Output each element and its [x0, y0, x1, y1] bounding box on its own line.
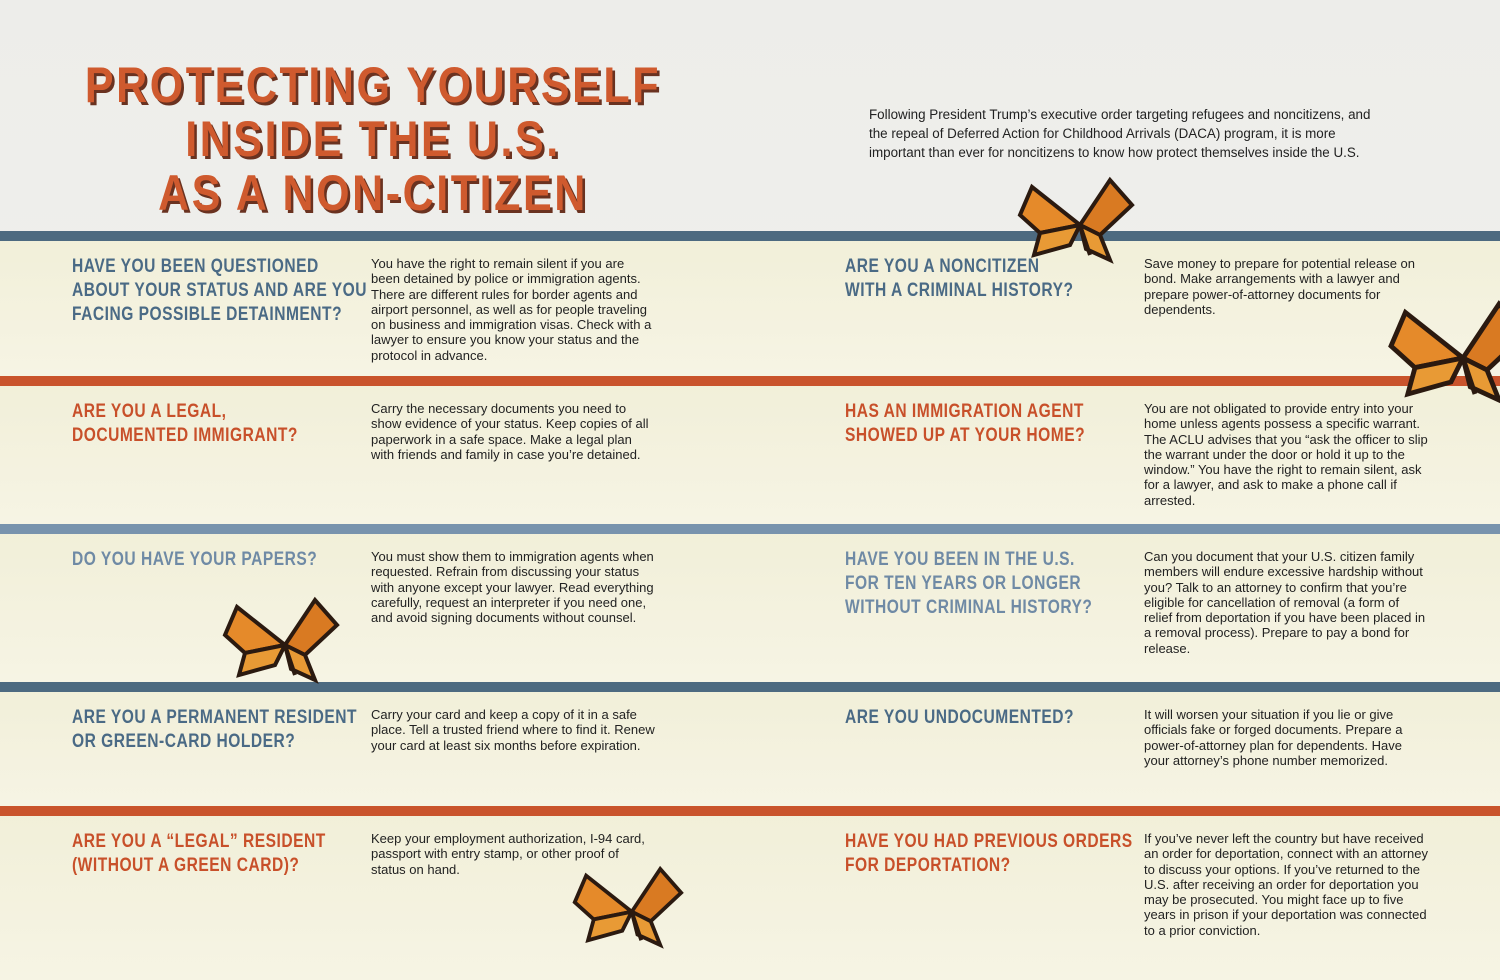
- question: HAVE YOU BEEN QUESTIONED: [72, 256, 319, 277]
- question: ABOUT YOUR STATUS AND ARE YOU: [72, 280, 368, 301]
- question: WITH A CRIMINAL HISTORY?: [845, 280, 1074, 301]
- question: HAVE YOU HAD PREVIOUS ORDERS: [845, 831, 1133, 852]
- butterfly: [1018, 178, 1134, 262]
- answer: Carry your card and keep a copy of it in…: [371, 707, 655, 753]
- answer: Save money to prepare for potential rele…: [1144, 256, 1416, 317]
- butterfly: [1385, 280, 1500, 436]
- band: [0, 231, 1500, 376]
- question: OR GREEN-CARD HOLDER?: [72, 731, 296, 752]
- answer: You must show them to immigration agents…: [371, 549, 654, 626]
- answer: You have the right to remain silent if y…: [371, 256, 652, 363]
- question: FACING POSSIBLE DETAINMENT?: [72, 304, 343, 325]
- band: [0, 376, 1500, 524]
- stripe: [0, 231, 1500, 241]
- question: ARE YOU UNDOCUMENTED?: [845, 707, 1075, 728]
- answer: You are not obligated to provide entry i…: [1144, 401, 1428, 508]
- question: FOR TEN YEARS OR LONGER: [845, 573, 1082, 594]
- stripe: [0, 806, 1500, 816]
- question: DO YOU HAVE YOUR PAPERS?: [72, 549, 318, 570]
- question: ARE YOU A NONCITIZEN: [845, 256, 1040, 277]
- stripe: [0, 376, 1500, 386]
- title-line: INSIDE THE U.S.: [185, 111, 561, 167]
- question: ARE YOU A LEGAL,: [72, 401, 227, 422]
- question: ARE YOU A PERMANENT RESIDENT: [72, 707, 358, 728]
- band: [0, 806, 1500, 980]
- answer: Can you document that your U.S. citizen …: [1144, 549, 1426, 656]
- question: DOCUMENTED IMMIGRANT?: [72, 425, 298, 446]
- answer: Keep your employment authorization, I-94…: [371, 831, 645, 877]
- question: FOR DEPORTATION?: [845, 855, 1011, 876]
- answer: If you’ve never left the country but hav…: [1144, 831, 1429, 938]
- question: HAS AN IMMIGRATION AGENT: [845, 401, 1084, 422]
- answer: It will worsen your situation if you lie…: [1144, 707, 1403, 768]
- question: (WITHOUT A GREEN CARD)?: [72, 855, 300, 876]
- stripe: [0, 524, 1500, 534]
- intro: Following President Trump’s executive or…: [869, 107, 1371, 160]
- answer: Carry the necessary documents you need t…: [371, 401, 649, 462]
- question: WITHOUT CRIMINAL HISTORY?: [845, 597, 1093, 618]
- butterfly: [572, 867, 684, 947]
- title-line: PROTECTING YOURSELF: [84, 57, 662, 113]
- stripe: [0, 682, 1500, 692]
- question: SHOWED UP AT YOUR HOME?: [845, 425, 1086, 446]
- band: [0, 682, 1500, 806]
- question: ARE YOU A “LEGAL” RESIDENT: [72, 831, 326, 852]
- question: HAVE YOU BEEN IN THE U.S.: [845, 549, 1075, 570]
- title-line: AS A NON-CITIZEN: [158, 165, 588, 221]
- butterfly: [223, 598, 339, 682]
